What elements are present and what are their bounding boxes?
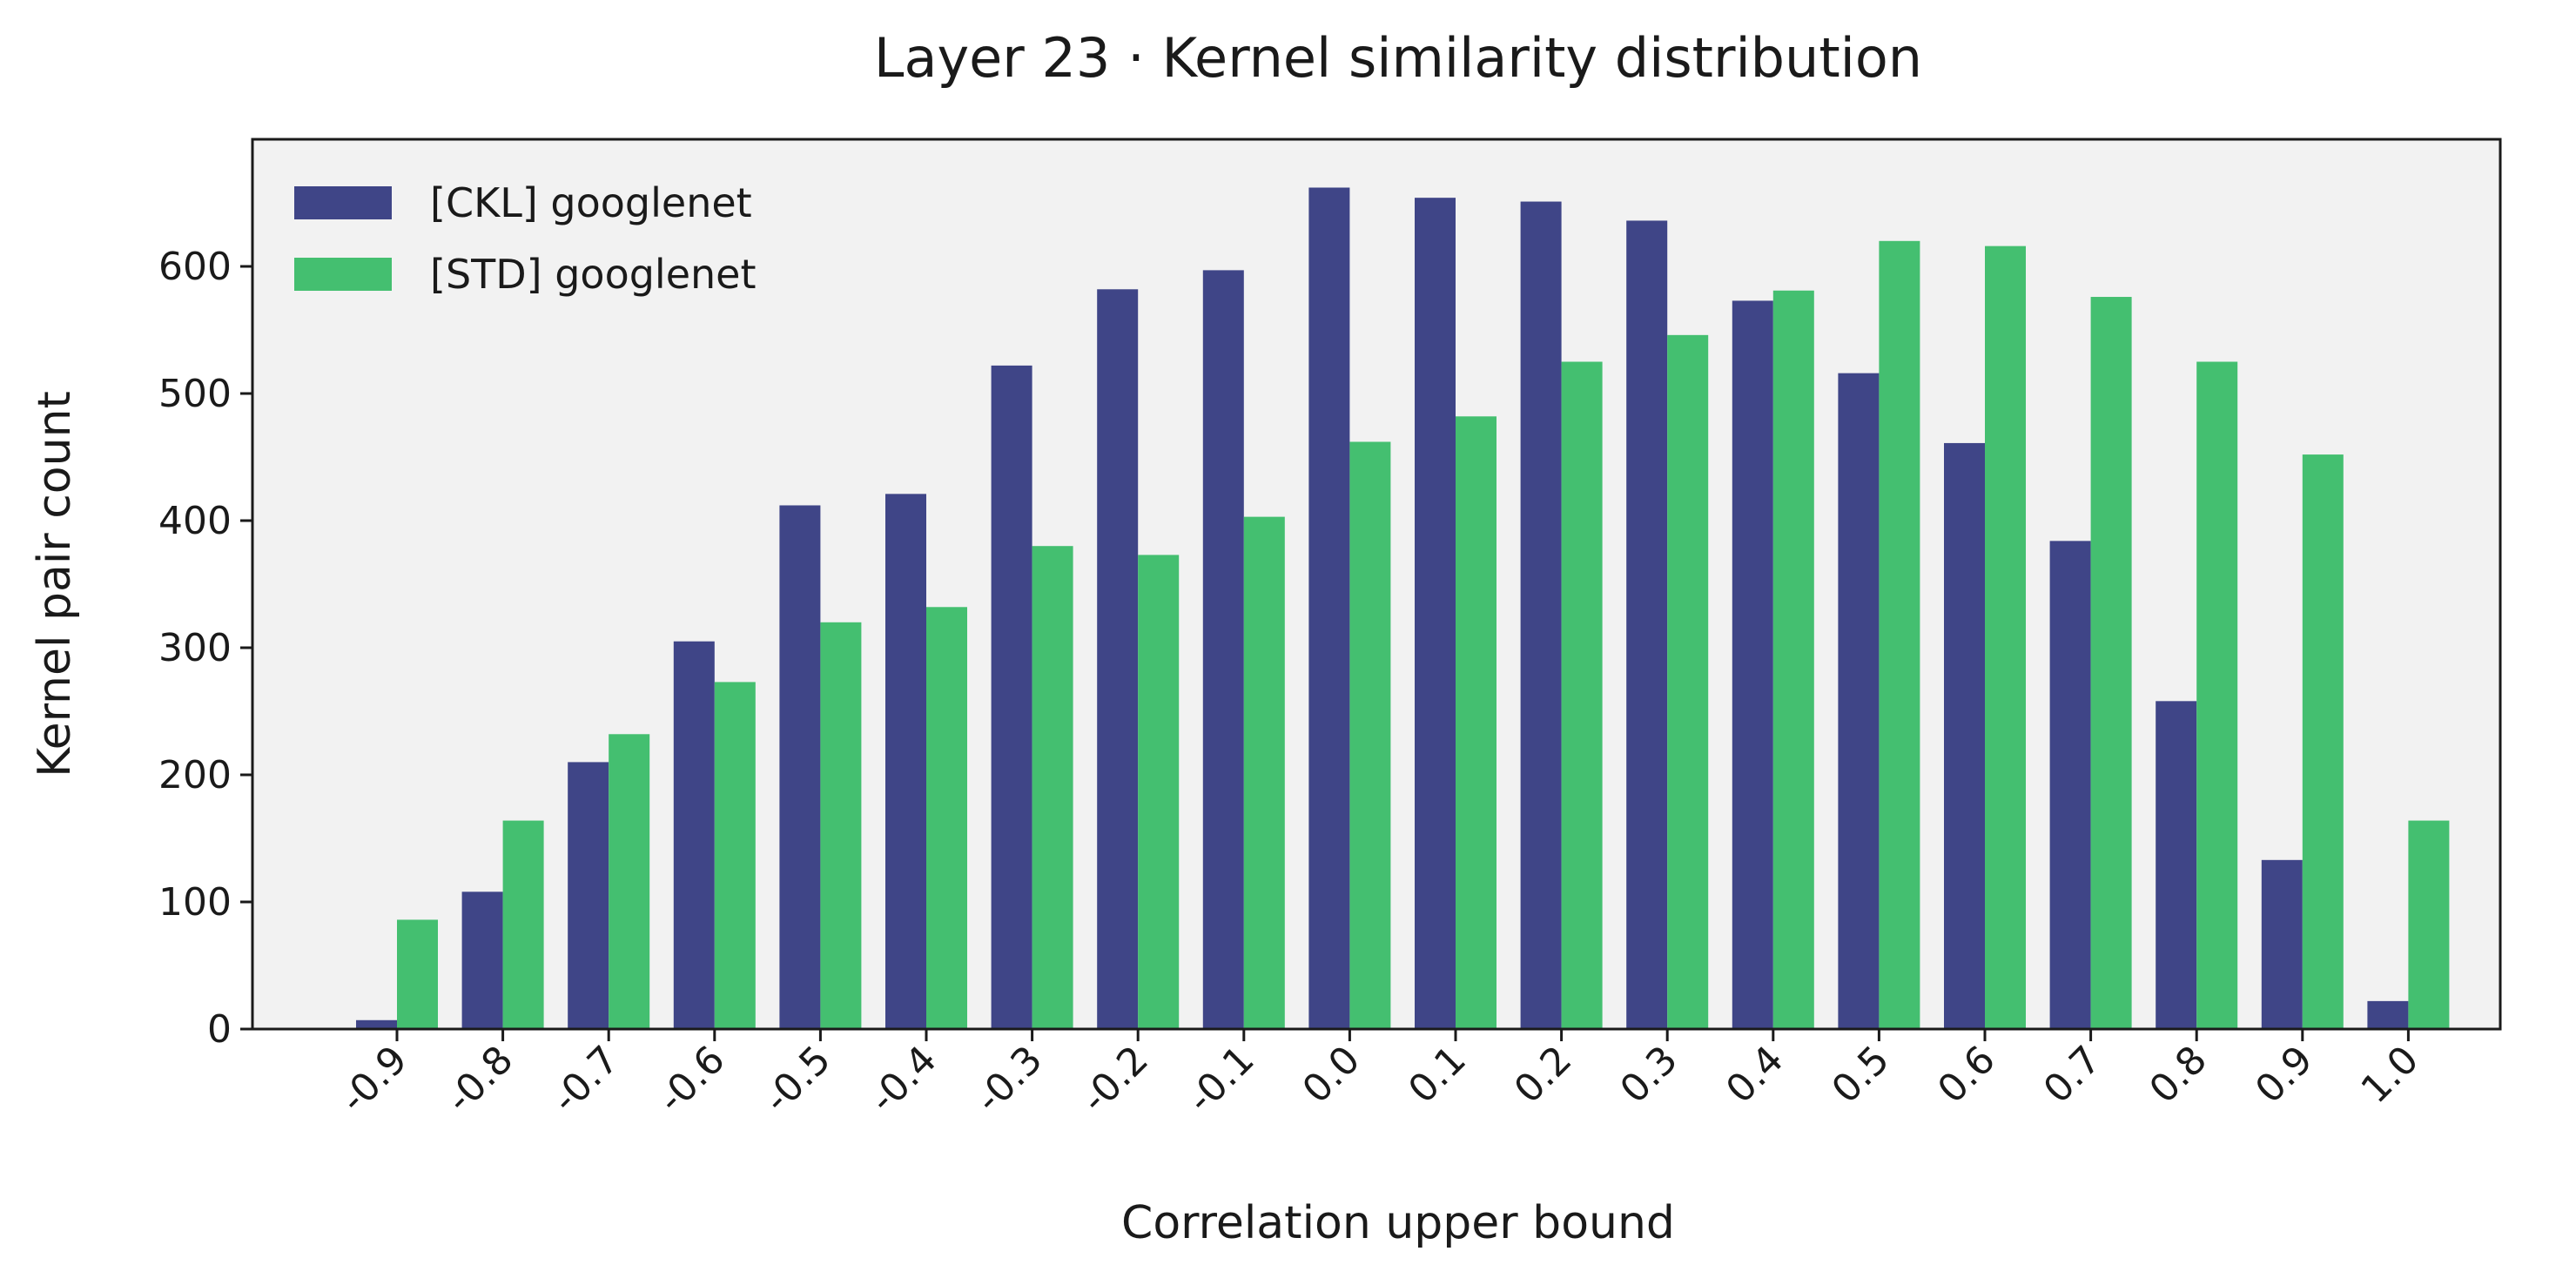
x-axis-label: Correlation upper bound	[1121, 1197, 1675, 1249]
plot-frame	[251, 138, 2502, 1031]
bar-ckl-0.8	[2156, 701, 2197, 1029]
y-tick-label: 500	[158, 372, 232, 416]
legend-label-std: [STD] googlenet	[430, 251, 757, 298]
bar-ckl--0.8	[461, 891, 503, 1029]
bar-std--0.6	[714, 682, 756, 1029]
y-tick-label: 0	[207, 1007, 232, 1052]
bar-std-0.9	[2302, 454, 2344, 1029]
x-tick-label: -0.2	[1073, 1038, 1157, 1122]
bar-std-0.7	[2090, 297, 2132, 1029]
x-tick-label: 0.6	[1929, 1038, 2004, 1113]
x-tick-label: -0.5	[755, 1038, 839, 1122]
bar-std-0.0	[1349, 441, 1391, 1030]
bar-ckl-0.4	[1732, 300, 1773, 1029]
bar-ckl--0.4	[885, 494, 926, 1029]
bar-ckl-0.7	[2049, 541, 2091, 1029]
x-tick-label: -0.8	[438, 1038, 522, 1122]
bar-ckl-0.1	[1415, 198, 1456, 1029]
bar-std--0.8	[502, 820, 544, 1029]
x-axis-ticks: -0.9 -0.8 -0.7 -0.6 -0.5 -0.4 -0.3 -0.2 -0.1 0.0 0…	[332, 1029, 2427, 1121]
bar-std--0.4	[926, 607, 967, 1029]
bar-ckl--0.9	[356, 1019, 397, 1029]
y-tick-label: 300	[158, 626, 232, 670]
x-tick-label: 0.5	[1824, 1038, 1899, 1113]
bar-std--0.1	[1243, 516, 1285, 1029]
bar-ckl--0.3	[991, 365, 1032, 1029]
chart-title: Layer 23 · Kernel similarity distributio…	[874, 26, 1922, 90]
bar-std--0.2	[1138, 555, 1180, 1029]
bar-ckl-1.0	[2367, 1000, 2409, 1029]
x-tick-label: 0.8	[2141, 1038, 2216, 1113]
bar-std--0.5	[820, 622, 862, 1029]
bar-ckl-0.0	[1308, 187, 1350, 1030]
bar-ckl--0.2	[1097, 289, 1139, 1029]
x-tick-label: 0.2	[1506, 1038, 1581, 1113]
bar-std--0.9	[397, 919, 438, 1029]
legend-label-ckl: [CKL] googlenet	[430, 179, 752, 226]
bar-std-0.6	[1985, 246, 2026, 1029]
bar-std-0.5	[1879, 240, 1920, 1029]
y-tick-label: 600	[158, 245, 232, 289]
x-tick-label: 0.0	[1295, 1038, 1369, 1113]
x-tick-label: -0.3	[967, 1038, 1052, 1122]
x-tick-label: 0.9	[2247, 1038, 2322, 1113]
legend-swatch-ckl	[294, 186, 392, 219]
x-tick-label: 0.7	[2035, 1038, 2110, 1113]
bar-std-0.8	[2196, 361, 2238, 1029]
x-tick-label: -0.9	[332, 1038, 416, 1122]
bar-std-1.0	[2408, 820, 2450, 1029]
legend-swatch-std	[294, 258, 392, 291]
bar-ckl-0.3	[1626, 220, 1668, 1029]
legend: [CKL] googlenet [STD] googlenet	[294, 179, 757, 298]
bar-ckl--0.5	[779, 505, 821, 1029]
bar-ckl--0.1	[1202, 270, 1244, 1029]
x-tick-label: -0.4	[861, 1038, 945, 1122]
bar-std-0.2	[1561, 361, 1603, 1029]
bar-ckl-0.9	[2261, 859, 2303, 1029]
x-tick-label: -0.1	[1179, 1038, 1263, 1122]
y-tick-label: 100	[158, 880, 232, 925]
bar-ckl-0.6	[1944, 442, 1985, 1029]
bar-std-0.4	[1772, 290, 1814, 1029]
y-axis-ticks: 0 100 200 300 400 500 600	[158, 245, 252, 1052]
x-tick-label: 0.1	[1400, 1038, 1475, 1113]
bars-group	[356, 187, 2450, 1030]
bar-std--0.3	[1032, 546, 1073, 1029]
bar-std--0.7	[609, 734, 650, 1029]
x-tick-label: -0.6	[649, 1038, 734, 1122]
bar-ckl-0.5	[1838, 373, 1880, 1029]
y-tick-label: 200	[158, 753, 232, 797]
x-tick-label: 0.3	[1611, 1038, 1686, 1113]
y-tick-label: 400	[158, 499, 232, 543]
x-tick-label: -0.7	[543, 1038, 628, 1122]
x-tick-label: 1.0	[2353, 1038, 2428, 1113]
y-axis-label: Kernel pair count	[29, 391, 81, 777]
x-tick-label: 0.4	[1718, 1038, 1792, 1113]
bar-ckl-0.2	[1520, 201, 1562, 1030]
bar-std-0.1	[1456, 416, 1497, 1029]
bar-std-0.3	[1667, 334, 1709, 1030]
bar-ckl--0.7	[568, 762, 609, 1029]
bar-ckl--0.6	[673, 641, 715, 1029]
